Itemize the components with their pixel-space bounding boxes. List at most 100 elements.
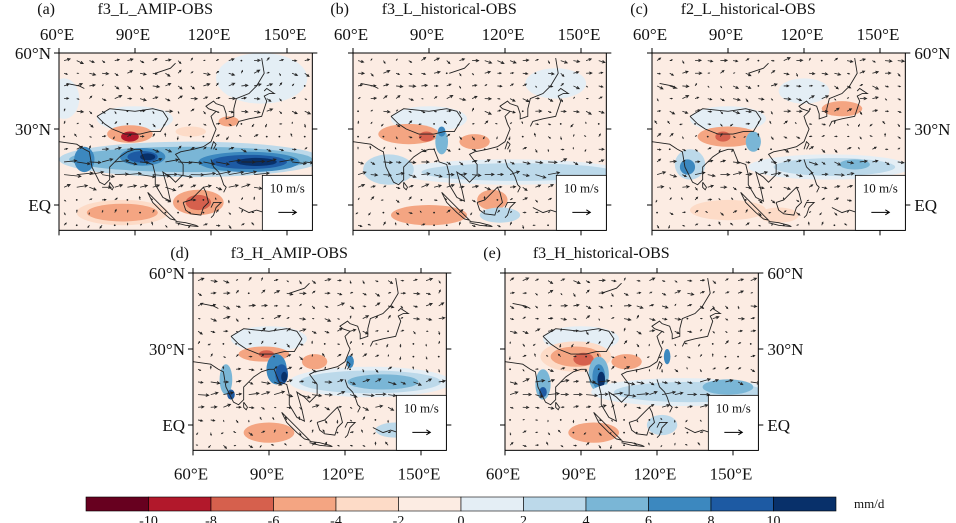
- wind-arrow: [248, 331, 251, 335]
- wind-arrow: [304, 72, 310, 77]
- lat-tick-label: 60°N: [149, 264, 185, 283]
- wind-arrow: [522, 225, 525, 230]
- wind-arrow: [355, 212, 359, 215]
- wind-arrow: [807, 221, 810, 226]
- wind-arrow: [190, 85, 196, 90]
- wind-arrow: [758, 224, 762, 227]
- wind-arrow: [770, 171, 782, 176]
- wind-arrow: [560, 317, 568, 321]
- wind-arrow: [279, 98, 282, 102]
- wind-arrow: [699, 354, 703, 357]
- wind-arrow: [586, 97, 589, 100]
- wind-arrow: [661, 305, 669, 309]
- wind-arrow: [682, 224, 686, 227]
- coastline: [803, 159, 820, 193]
- wind-arrow: [311, 353, 314, 357]
- wind-arrow: [248, 444, 254, 448]
- coastline: [155, 62, 176, 74]
- wind-arrow: [357, 161, 365, 165]
- wind-arrow: [712, 280, 717, 285]
- wind-arrow: [547, 329, 555, 333]
- wind-arrow: [547, 136, 552, 139]
- wind-arrow: [806, 199, 810, 202]
- wind-arrow: [872, 60, 876, 63]
- wind-arrow: [425, 378, 433, 383]
- wind-arrow: [127, 85, 132, 90]
- wind-arrow: [869, 123, 873, 127]
- wind-arrow: [509, 419, 511, 421]
- wind-arrow: [496, 148, 499, 151]
- wind-arrow: [623, 340, 628, 345]
- wind-arrow: [176, 136, 179, 141]
- map-frame: [58, 52, 313, 231]
- wind-arrow: [705, 211, 708, 213]
- coastline: [309, 441, 333, 447]
- wind-arrow: [560, 444, 564, 448]
- wind-arrow: [509, 432, 512, 436]
- wind-arrow: [299, 380, 305, 383]
- wind-arrow: [113, 224, 116, 227]
- coastline: [281, 412, 312, 442]
- wind-arrow: [796, 186, 800, 189]
- wind-arrow: [408, 148, 412, 152]
- wind-arrow: [750, 317, 756, 320]
- wind-arrow: [408, 174, 417, 178]
- wind-arrow: [571, 343, 574, 348]
- reference-arrow: [278, 209, 298, 216]
- wind-arrow: [247, 317, 250, 320]
- lon-tick-label: 60°E: [486, 464, 520, 483]
- wind-arrow: [796, 212, 801, 216]
- wind-arrow: [847, 135, 850, 138]
- wind-arrow: [560, 72, 565, 78]
- wind-arrow: [547, 224, 549, 227]
- coastline: [555, 401, 560, 411]
- wind-arrow: [522, 211, 527, 214]
- wind-arrow: [560, 60, 569, 64]
- wind-arrow: [197, 340, 201, 345]
- coastline: [66, 82, 85, 89]
- wind-arrow: [248, 406, 255, 410]
- wind-arrow: [286, 343, 290, 348]
- wind-arrow: [783, 97, 792, 101]
- wind-arrow: [304, 160, 313, 165]
- wind-arrow: [743, 136, 746, 138]
- wind-arrow: [770, 83, 778, 87]
- wind-arrow: [254, 58, 262, 63]
- wind-arrow: [324, 291, 331, 295]
- wind-arrow: [758, 199, 763, 204]
- wind-arrow: [472, 84, 478, 87]
- wind-arrow: [303, 85, 306, 87]
- reference-box: [555, 174, 607, 231]
- wind-arrow: [312, 317, 315, 320]
- wind-arrow: [472, 173, 482, 178]
- wind-arrow: [745, 98, 749, 103]
- wind-arrow: [299, 444, 302, 447]
- wind-arrow: [298, 415, 301, 420]
- wind-arrow: [750, 304, 758, 308]
- wind-arrow: [196, 432, 199, 436]
- wind-arrow: [349, 394, 358, 398]
- wind-arrow: [408, 98, 415, 101]
- wind-arrow: [821, 95, 830, 99]
- wind-arrow: [286, 280, 290, 283]
- lon-tick-label: 120°E: [781, 25, 824, 44]
- panel-title: f3_L_AMIP-OBS: [97, 1, 213, 18]
- coastline: [628, 406, 655, 436]
- wind-arrow: [459, 185, 465, 189]
- coastline: [689, 108, 762, 135]
- coastline: [652, 57, 858, 203]
- wind-arrow: [279, 123, 283, 125]
- coastline: [469, 221, 493, 227]
- wind-arrow: [694, 187, 698, 191]
- wind-arrow: [573, 293, 576, 298]
- wind-arrow: [140, 174, 157, 179]
- lat-tick-label: 60°N: [767, 264, 803, 283]
- wind-arrow: [808, 95, 815, 99]
- wind-arrow: [484, 186, 492, 191]
- wind-arrow: [720, 159, 727, 163]
- wind-arrow: [508, 149, 511, 153]
- wind-arrow: [897, 110, 902, 113]
- coastline: [768, 221, 792, 227]
- wind-arrow: [725, 291, 730, 294]
- coastline: [193, 320, 194, 322]
